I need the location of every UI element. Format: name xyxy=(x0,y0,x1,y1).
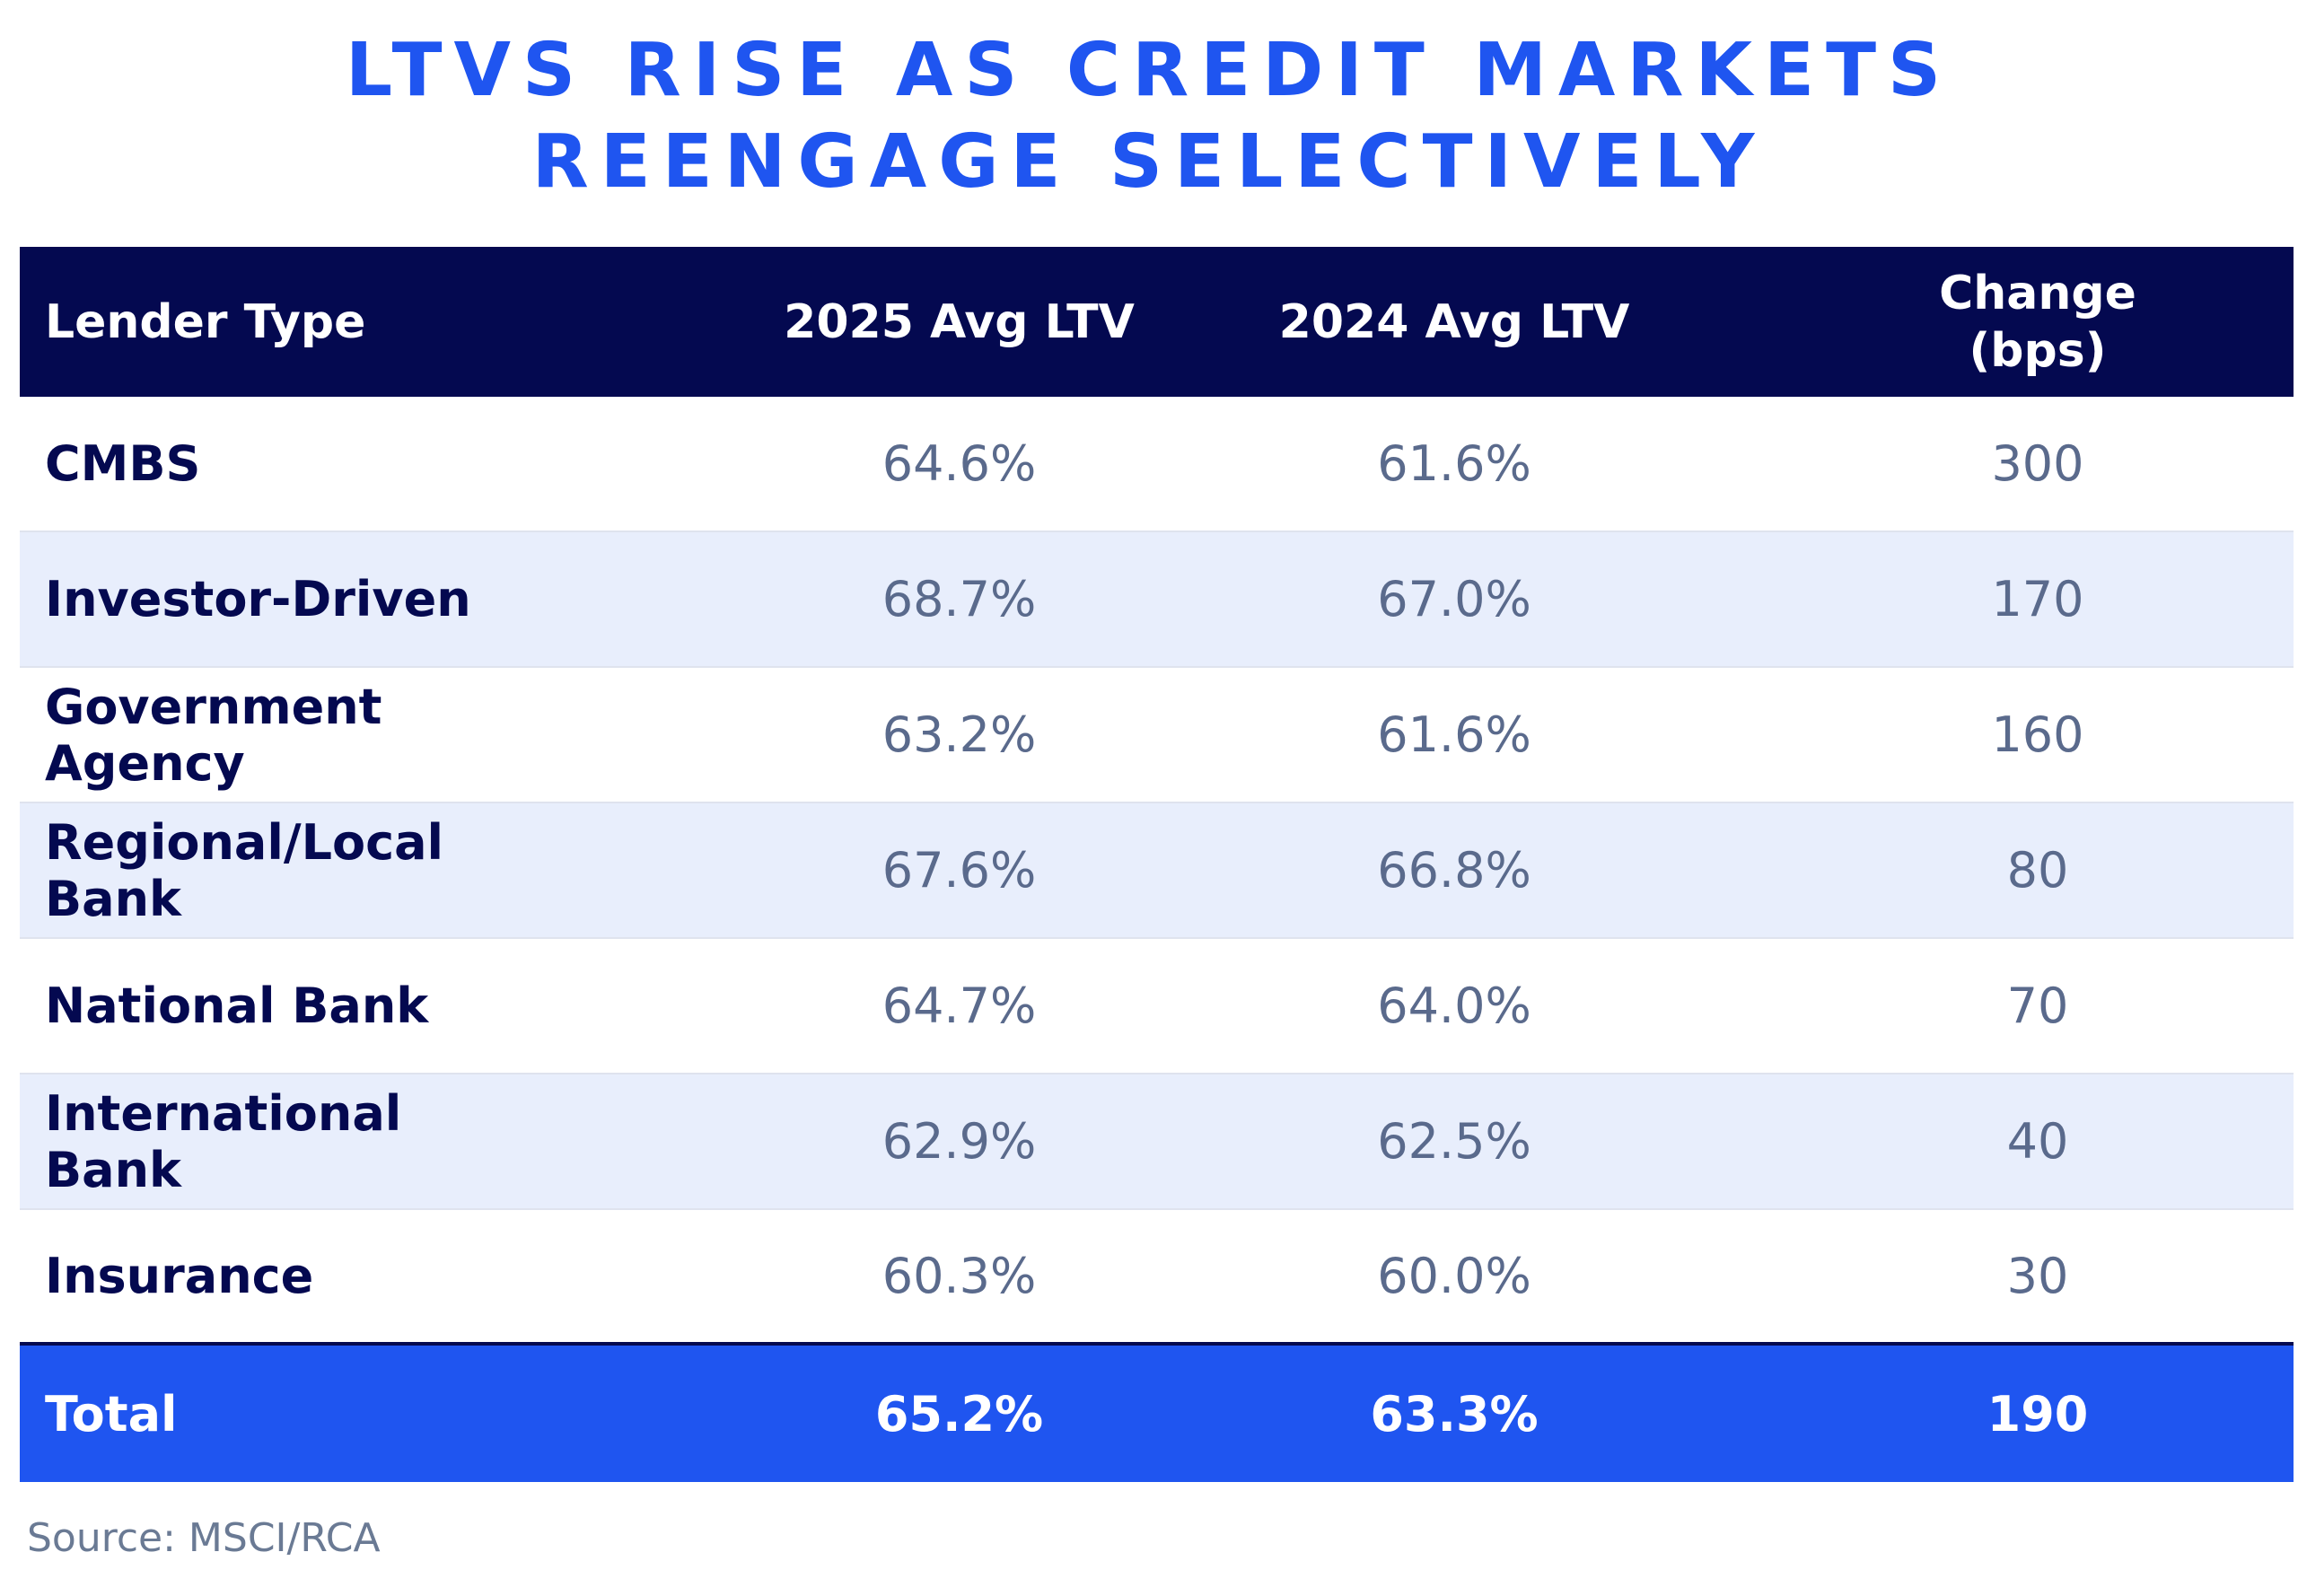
header-lender-type: Lender Type xyxy=(45,294,366,349)
ltv-table: Lender Type 2025 Avg LTV 2024 Avg LTV Ch… xyxy=(20,247,2294,1482)
ltv-2024-cell: 66.8% xyxy=(1377,842,1531,899)
lender-type-cell: National Bank xyxy=(45,978,429,1034)
lender-type-cell: Investor-Driven xyxy=(45,571,471,627)
header-2025-avg-ltv: 2025 Avg LTV xyxy=(784,294,1135,349)
total-ltv-2025-cell: 65.2% xyxy=(874,1385,1044,1443)
title-line-1: LTVS RISE AS CREDIT MARKETS xyxy=(345,28,1953,113)
table-row: Regional/Local Bank 67.6% 66.8% 80 xyxy=(20,803,2294,939)
ltv-2025-cell: 60.3% xyxy=(881,1248,1037,1304)
ltv-2024-cell: 62.5% xyxy=(1377,1113,1531,1170)
ltv-2025-cell: 68.7% xyxy=(881,571,1037,627)
ltv-2025-cell: 63.2% xyxy=(881,706,1037,763)
change-cell: 70 xyxy=(2006,978,2069,1034)
change-cell: 160 xyxy=(1991,706,2084,763)
table-total-row: Total 65.2% 63.3% 190 xyxy=(20,1346,2294,1482)
ltv-2024-cell: 64.0% xyxy=(1377,978,1531,1034)
header-change-line-2: (bps) xyxy=(1969,323,2107,378)
change-cell: 80 xyxy=(2006,842,2069,899)
lender-type-cell: Government Agency xyxy=(45,678,382,792)
table-header-row: Lender Type 2025 Avg LTV 2024 Avg LTV Ch… xyxy=(20,247,2294,397)
lender-type-cell: CMBS xyxy=(45,435,201,492)
change-cell: 30 xyxy=(2006,1248,2069,1304)
title-line-2: REENGAGE SELECTIVELY xyxy=(531,119,1767,205)
lender-type-cell: Insurance xyxy=(45,1248,314,1304)
ltv-2024-cell: 67.0% xyxy=(1377,571,1531,627)
table-row: International Bank 62.9% 62.5% 40 xyxy=(20,1074,2294,1210)
ltv-2025-cell: 67.6% xyxy=(881,842,1037,899)
ltv-2025-cell: 62.9% xyxy=(881,1113,1037,1170)
table-row: Investor-Driven 68.7% 67.0% 170 xyxy=(20,532,2294,668)
lender-type-cell: International Bank xyxy=(45,1084,402,1198)
chart-title: LTVS RISE AS CREDIT MARKETS REENGAGE SEL… xyxy=(0,25,2298,208)
total-ltv-2024-cell: 63.3% xyxy=(1370,1385,1539,1443)
header-change-line-1: Change xyxy=(1939,266,2136,320)
ltv-2024-cell: 61.6% xyxy=(1377,706,1531,763)
table-row: National Bank 64.7% 64.0% 70 xyxy=(20,939,2294,1074)
lender-type-cell: Regional/Local Bank xyxy=(45,813,444,927)
total-change-cell: 190 xyxy=(1987,1385,2089,1443)
change-cell: 40 xyxy=(2006,1113,2069,1170)
change-cell: 170 xyxy=(1991,571,2084,627)
ltv-2025-cell: 64.6% xyxy=(881,435,1037,492)
ltv-2024-cell: 60.0% xyxy=(1377,1248,1531,1304)
source-note: Source: MSCI/RCA xyxy=(27,1515,381,1561)
table-row: Government Agency 63.2% 61.6% 160 xyxy=(20,668,2294,803)
ltv-2025-cell: 64.7% xyxy=(881,978,1037,1034)
table-row: CMBS 64.6% 61.6% 300 xyxy=(20,397,2294,532)
header-change-bps: Change (bps) xyxy=(1647,265,2294,380)
table-row: Insurance 60.3% 60.0% 30 xyxy=(20,1210,2294,1346)
ltv-2024-cell: 61.6% xyxy=(1377,435,1531,492)
change-cell: 300 xyxy=(1991,435,2084,492)
header-2024-avg-ltv: 2024 Avg LTV xyxy=(1278,294,1630,349)
total-label-cell: Total xyxy=(45,1385,178,1443)
